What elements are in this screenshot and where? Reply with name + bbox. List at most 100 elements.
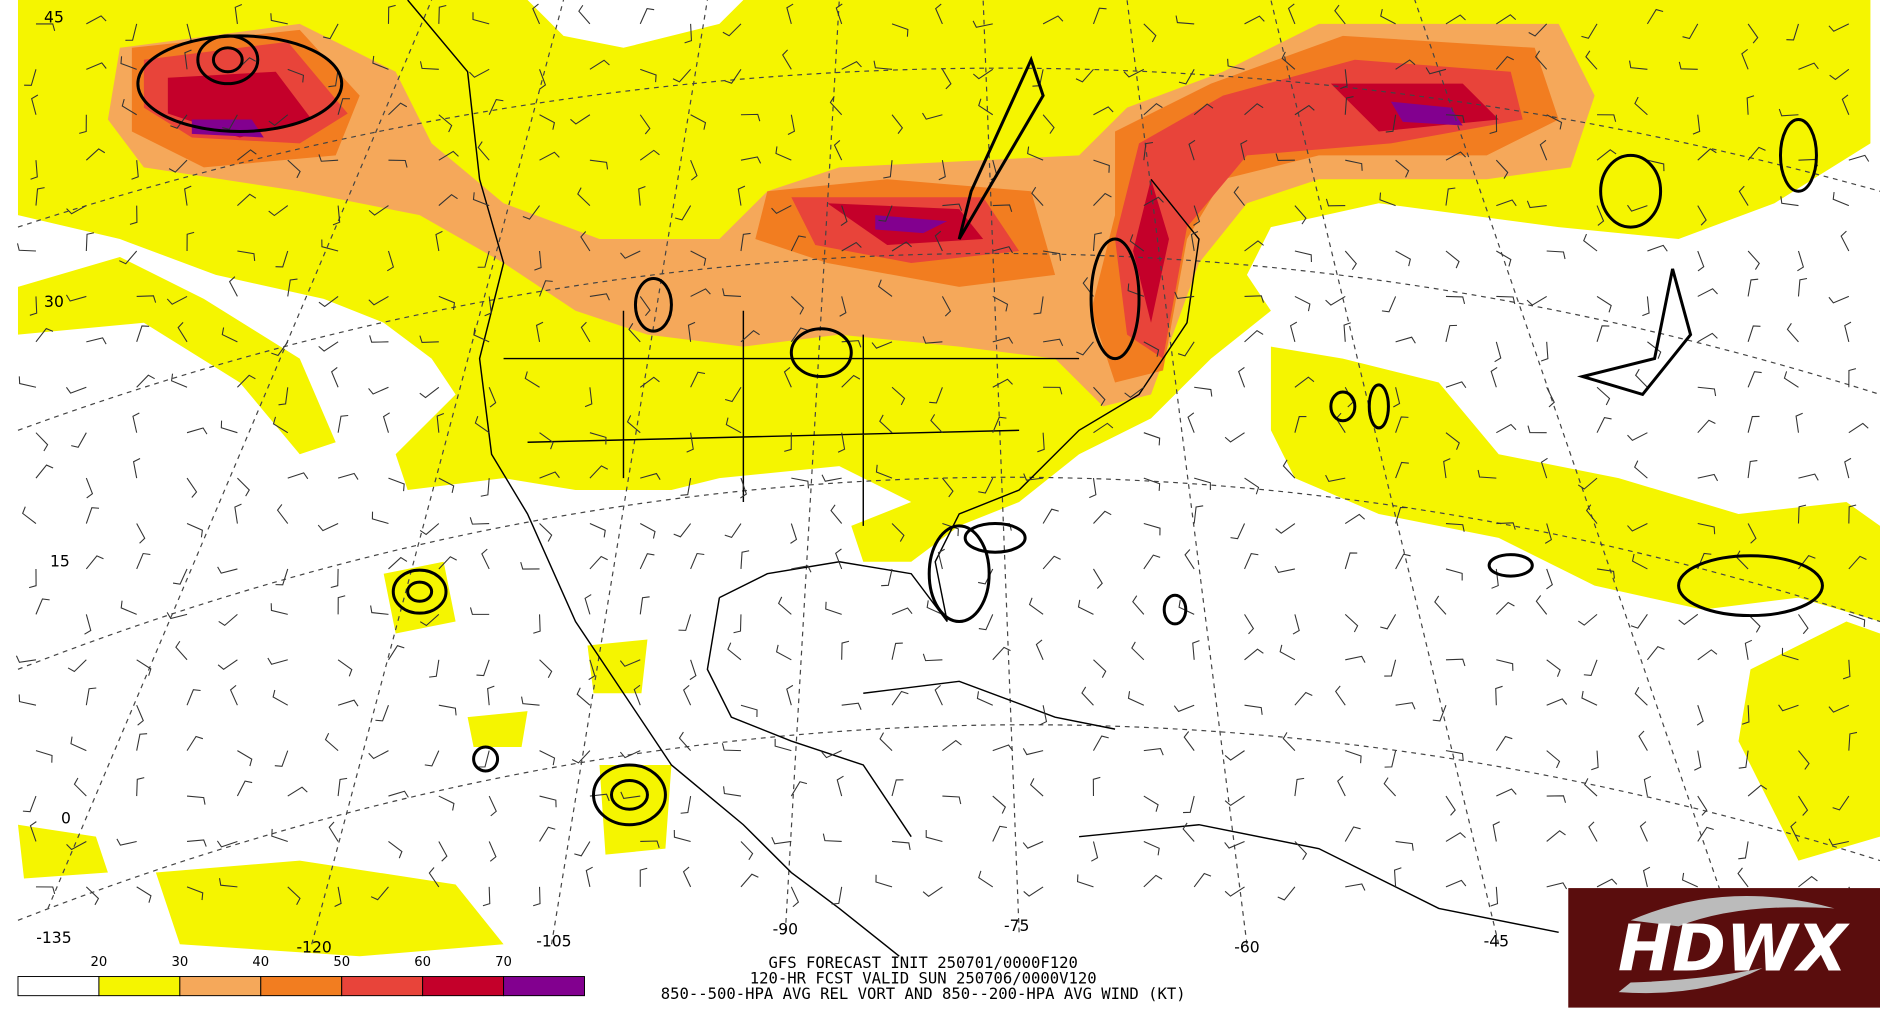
wind-barb [429,659,440,678]
colorbar-label: 20 [91,955,108,970]
wind-barb [1393,867,1402,887]
wind-barb [488,387,497,408]
wind-barb [1546,568,1553,590]
wind-barb [1190,231,1199,252]
wind-barb [1192,640,1200,660]
wind-barb [891,523,905,542]
wind-barb [589,523,606,538]
colorbar-swatch [179,976,262,997]
wind-barb [841,241,862,252]
wind-barb [28,568,37,589]
wind-barb [1393,387,1401,408]
wind-barb [119,250,138,265]
wind-barb [1588,821,1598,842]
wind-barb [1795,412,1803,433]
wind-barb [186,477,198,498]
wind-barb [1035,639,1044,661]
wind-barb [1193,103,1214,116]
wind-barb [1840,230,1850,252]
wind-barb [539,114,556,130]
wind-barb [419,386,440,399]
wind-barb [136,886,152,903]
wind-barb [24,69,37,86]
wind-barb [1076,341,1094,356]
wind-barb [388,102,408,116]
wind-barb [480,478,490,497]
wind-barb [1546,250,1566,260]
wind-barb [1244,15,1265,25]
wind-barb [186,795,206,805]
wind-barb [65,386,87,394]
wind-barb [1081,686,1094,706]
wind-barb [1193,872,1212,888]
wind-barb [29,821,37,842]
wind-barb [370,886,389,901]
wind-barb [1093,510,1112,524]
wind-barb [1445,432,1460,450]
wind-barb [186,689,201,706]
wind-barb [438,704,457,716]
wind-barb [690,114,707,130]
wind-barb [1744,639,1753,660]
wind-barb [992,416,1007,433]
colorbar-label: 50 [333,955,350,970]
wind-barb [576,687,591,706]
wind-barb [992,295,1009,312]
wind-barb [229,684,238,706]
colorbar-label: 60 [414,955,431,970]
wind-barb [1194,477,1211,490]
wind-barb [1697,332,1718,343]
wind-barb [891,114,904,134]
wind-barb [66,205,87,215]
wind-barb [1075,68,1094,83]
wind-barb [1224,432,1245,443]
wind-barb [1634,460,1648,479]
wind-barb [177,321,188,343]
wind-barb [1546,387,1555,408]
wind-barb [1042,114,1055,134]
wind-barb [881,568,893,587]
wind-barb [1578,613,1598,626]
wind-barb [1526,295,1547,306]
wind-barb [1596,149,1617,161]
wind-barb [438,477,455,494]
wind-barb [1022,748,1044,756]
wind-barb [268,205,289,217]
wind-barb [1844,457,1852,479]
wind-barb [35,464,54,479]
wind-barb [474,416,490,434]
wind-barb [1023,473,1044,481]
wind-barb [1495,55,1514,70]
wind-barb [1496,14,1517,25]
wind-barb [186,231,195,252]
wind-barb [740,550,750,569]
wind-barb [1783,371,1799,388]
wind-barb [1634,368,1648,388]
wind-barb [1642,296,1650,317]
colorbar-swatch [503,976,585,997]
wind-barb [1490,886,1499,907]
wind-barb [170,114,188,129]
wind-barb [18,694,37,706]
logo-text: HDWX [1618,912,1850,987]
wind-barb [371,511,389,525]
wind-barb [322,23,339,40]
wind-barb [318,154,339,162]
wind-barb [879,732,893,752]
wind-barb [1175,15,1195,25]
wind-barb [481,548,490,570]
wind-barb [1443,458,1451,479]
wind-barb [435,230,443,252]
wind-barb [35,886,56,895]
wind-barb [1495,159,1509,179]
wind-barb [1496,199,1517,207]
wind-barb [1344,613,1359,633]
title-line: 850--500-HPA AVG REL VORT AND 850--200-H… [661,985,1186,1003]
wind-barb [978,477,994,494]
wind-barb [733,614,742,634]
wind-barb [136,523,146,544]
wind-barb [942,795,962,805]
wind-barb [883,160,893,179]
wind-barb [1184,549,1195,570]
wind-barb [71,432,87,448]
